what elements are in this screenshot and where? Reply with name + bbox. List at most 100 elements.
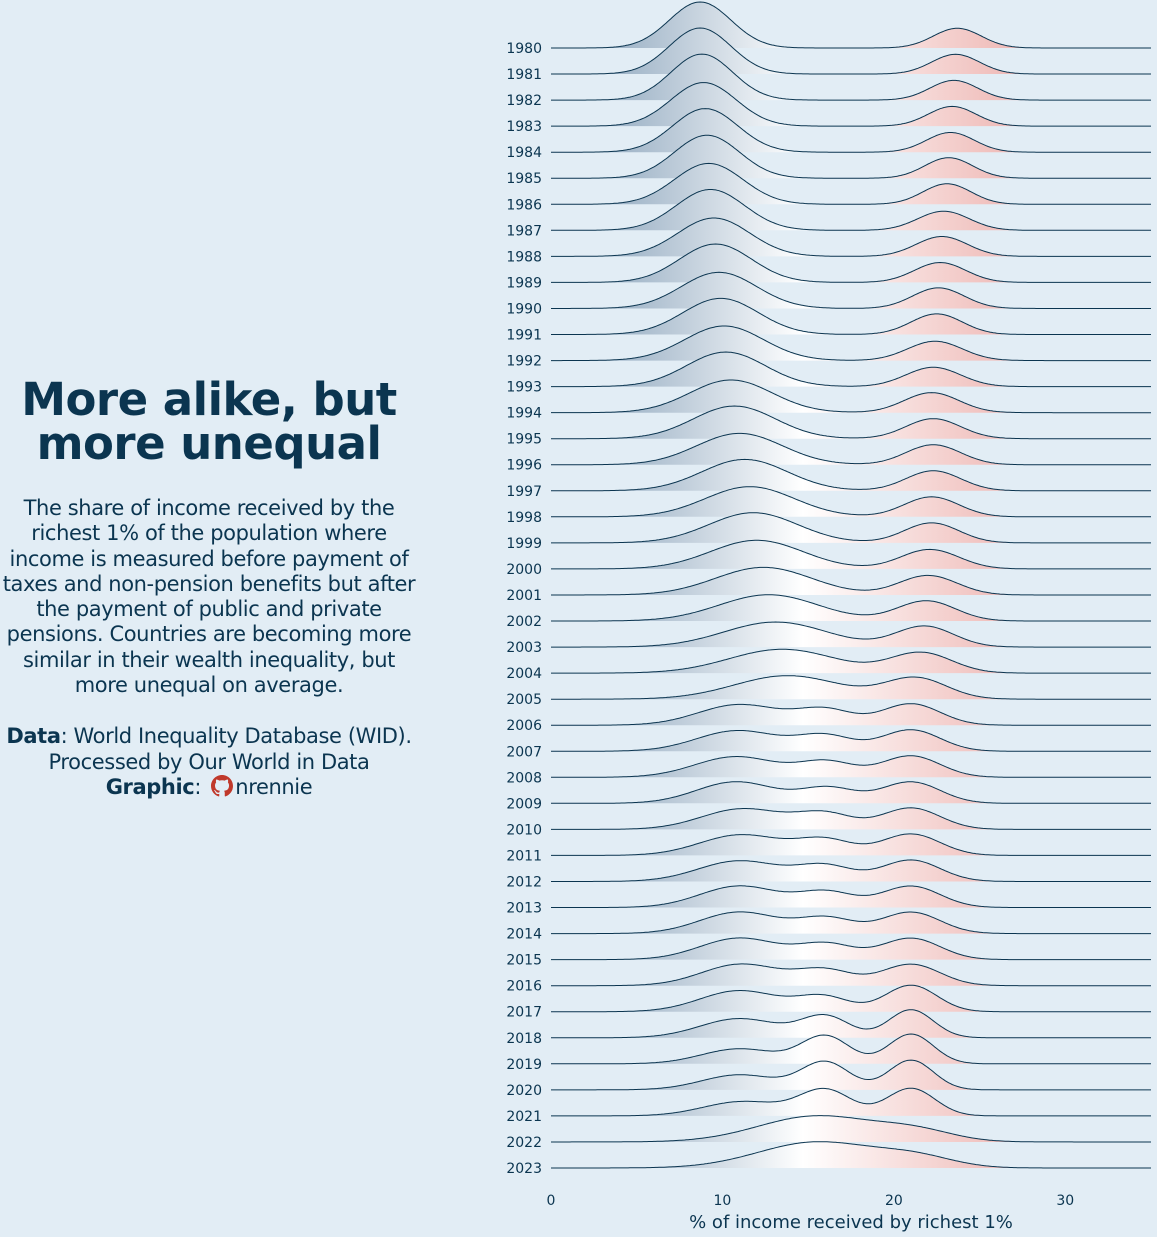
ridge-line-2010 (551, 807, 1151, 830)
ridge-fill-1997 (551, 459, 1151, 491)
year-label-1992: 1992 (506, 354, 542, 370)
year-label-1980: 1980 (506, 41, 542, 57)
ridge-line-2023 (551, 1141, 1151, 1169)
year-label-2004: 2004 (506, 666, 542, 682)
ridge-fill-2006 (551, 703, 1151, 726)
year-labels: 1980 1981 1982 1983 1984 1985 1986 1987 1988 1989… (506, 41, 542, 1177)
year-label-2003: 2003 (506, 640, 542, 656)
ridge-fill-2022 (551, 1115, 1151, 1142)
ridge-line-1984 (551, 108, 1151, 153)
ridge-fill-2021 (551, 1088, 1151, 1116)
year-label-2001: 2001 (506, 588, 542, 604)
ridge-fill-1996 (551, 433, 1151, 465)
year-label-2005: 2005 (506, 692, 542, 708)
x-axis-label: % of income received by richest 1% (689, 1212, 1013, 1233)
x-tick-label-10: 10 (713, 1193, 731, 1209)
ridge-fill-1987 (551, 189, 1151, 231)
ridge-line-1993 (551, 351, 1151, 388)
year-label-1987: 1987 (506, 223, 542, 239)
graphic-credit-sep: : (194, 774, 201, 799)
x-axis: 0 10 20 30 (547, 1193, 1075, 1209)
graphic-credit-handle: nrennie (235, 774, 313, 799)
ridge-fill-2023 (551, 1141, 1151, 1168)
ridge-line-1997 (551, 458, 1151, 492)
ridge-line-1982 (551, 53, 1151, 101)
year-label-1981: 1981 (506, 67, 542, 83)
ridge-line-1991 (551, 297, 1151, 335)
ridge-fill-1999 (551, 512, 1151, 543)
ridge-line-1996 (551, 432, 1151, 466)
ridge-line-2013 (551, 885, 1151, 908)
ridge-fill-2008 (551, 755, 1151, 778)
ridge-fill-1992 (551, 326, 1151, 361)
ridge-fill-2017 (551, 985, 1151, 1012)
x-tick-label-20: 20 (885, 1193, 903, 1209)
year-label-2022: 2022 (506, 1135, 542, 1151)
ridge-line-2004 (551, 648, 1151, 674)
year-label-2023: 2023 (506, 1161, 542, 1177)
ridge-line-1995 (551, 405, 1151, 440)
year-label-2019: 2019 (506, 1057, 542, 1073)
year-label-1982: 1982 (506, 93, 542, 109)
title-line-1: More alike, but (21, 373, 397, 426)
ridge-line-1986 (551, 162, 1151, 205)
year-label-2006: 2006 (506, 718, 542, 734)
year-label-2000: 2000 (506, 562, 542, 578)
ridge-line-1994 (551, 379, 1151, 414)
ridge-line-1999 (551, 512, 1151, 544)
ridge-fill-2003 (551, 622, 1151, 648)
ridge-fill-1995 (551, 406, 1151, 439)
ridge-fill-2001 (551, 567, 1151, 595)
year-label-1988: 1988 (506, 249, 542, 265)
year-label-2012: 2012 (506, 875, 542, 891)
ridge-fill-2015 (551, 937, 1151, 960)
year-label-2009: 2009 (506, 796, 542, 812)
ridge-fill-1989 (551, 244, 1151, 283)
data-credit-label: Data (6, 724, 61, 749)
ridge-line-2014 (551, 911, 1151, 935)
ridge-line-2011 (551, 833, 1151, 856)
year-label-2020: 2020 (506, 1083, 542, 1099)
ridge-line-1988 (551, 217, 1151, 257)
ridge-fill-2007 (551, 729, 1151, 752)
year-label-2014: 2014 (506, 927, 542, 943)
ridge-line-2015 (551, 937, 1151, 961)
year-label-2015: 2015 (506, 953, 542, 969)
ridge-fill-2004 (551, 649, 1151, 674)
ridge-fill-1985 (551, 135, 1151, 179)
ridge-line-2018 (551, 1009, 1151, 1039)
ridge-fill-2000 (551, 540, 1151, 569)
credits: Data: World Inequality Database (WID). P… (0, 724, 418, 800)
ridge-fill-2010 (551, 807, 1151, 830)
year-label-1985: 1985 (506, 171, 542, 187)
year-label-1990: 1990 (506, 302, 542, 318)
ridge-fill-1998 (551, 486, 1151, 517)
year-label-2010: 2010 (506, 822, 542, 838)
page-title: More alike, but more unequal (0, 377, 418, 466)
ridge-line-1980 (551, 1, 1151, 49)
ridge-line-1992 (551, 325, 1151, 362)
ridge-fill-1991 (551, 298, 1151, 335)
ridge-fill-1988 (551, 218, 1151, 257)
ridge-line-2012 (551, 859, 1151, 882)
year-label-2021: 2021 (506, 1109, 542, 1125)
ridge-line-2008 (551, 755, 1151, 778)
year-label-2017: 2017 (506, 1005, 542, 1021)
ridge-fill-2013 (551, 885, 1151, 908)
ridge-line-2021 (551, 1087, 1151, 1117)
graphic-credit-label: Graphic (105, 774, 195, 799)
graphic-credit: Graphic: nrennie (0, 774, 418, 800)
ridge-line-2019 (551, 1033, 1151, 1065)
ridge-fill-2009 (551, 781, 1151, 804)
ridge-fill-2005 (551, 675, 1151, 700)
ridge-line-1981 (551, 27, 1151, 75)
year-label-1996: 1996 (506, 458, 542, 474)
ridge-fill-2012 (551, 859, 1151, 882)
ridge-line-1989 (551, 243, 1151, 283)
ridge-line-1985 (551, 134, 1151, 179)
ridge-line-2002 (551, 594, 1151, 622)
ridge-line-2009 (551, 781, 1151, 804)
ridge-line-2017 (551, 984, 1151, 1013)
title-line-2: more unequal (36, 417, 382, 470)
